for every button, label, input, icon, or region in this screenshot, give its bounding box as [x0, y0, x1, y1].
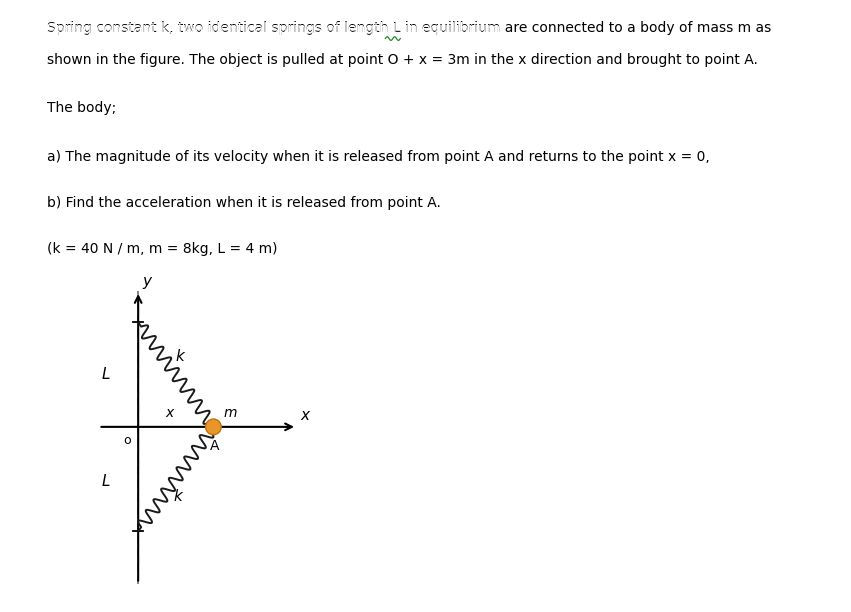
Text: k: k — [175, 349, 184, 364]
Text: L: L — [101, 367, 110, 382]
Text: Spring constant k, two identical springs of length L in equilibrium are connecte: Spring constant k, two identical springs… — [47, 21, 771, 35]
Circle shape — [206, 419, 221, 435]
Text: m: m — [224, 406, 237, 420]
Text: k: k — [173, 490, 182, 504]
Text: A: A — [209, 439, 220, 453]
Text: Spring constant k, two identical springs of length L in equilibrium: Spring constant k, two identical springs… — [47, 22, 505, 36]
Text: L: L — [101, 474, 110, 488]
Text: shown in the figure. The object is pulled at point O + x = 3m in the x direction: shown in the figure. The object is pulle… — [47, 53, 757, 67]
Text: The body;: The body; — [47, 101, 116, 115]
Text: x: x — [165, 406, 174, 420]
Text: y: y — [142, 274, 151, 289]
Text: (k = 40 N / m, m = 8kg, L = 4 m): (k = 40 N / m, m = 8kg, L = 4 m) — [47, 242, 277, 256]
Text: x: x — [300, 408, 309, 423]
Text: o: o — [123, 434, 131, 447]
Text: a) The magnitude of its velocity when it is released from point A and returns to: a) The magnitude of its velocity when it… — [47, 150, 710, 164]
Text: b) Find the acceleration when it is released from point A.: b) Find the acceleration when it is rele… — [47, 196, 441, 210]
